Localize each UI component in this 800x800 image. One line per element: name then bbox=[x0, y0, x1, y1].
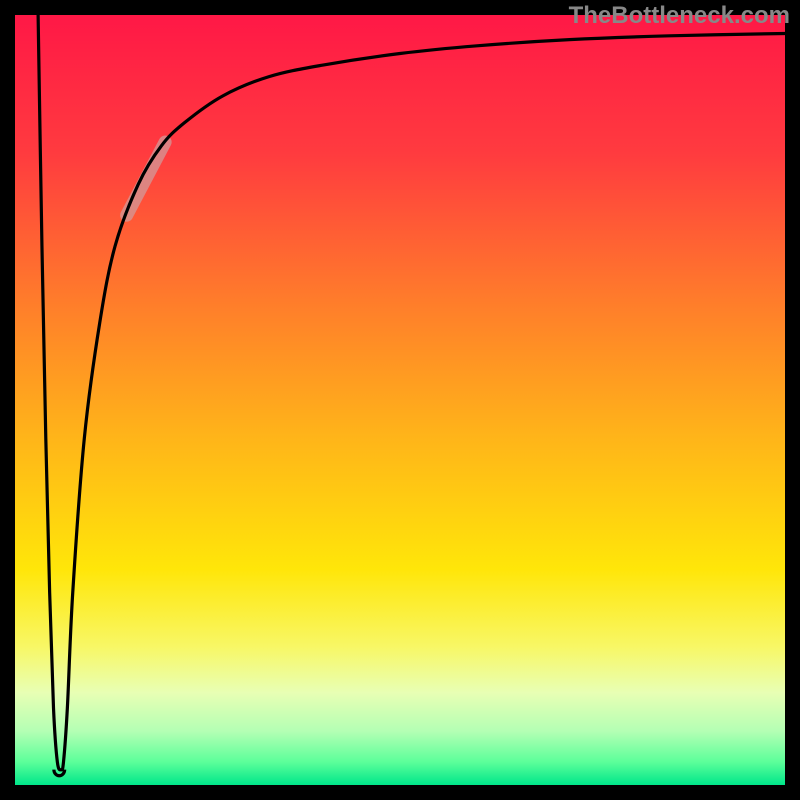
bottleneck-chart bbox=[0, 0, 800, 800]
gradient-background bbox=[15, 15, 785, 785]
watermark-text: TheBottleneck.com bbox=[569, 2, 790, 30]
chart-container: TheBottleneck.com bbox=[0, 0, 800, 800]
